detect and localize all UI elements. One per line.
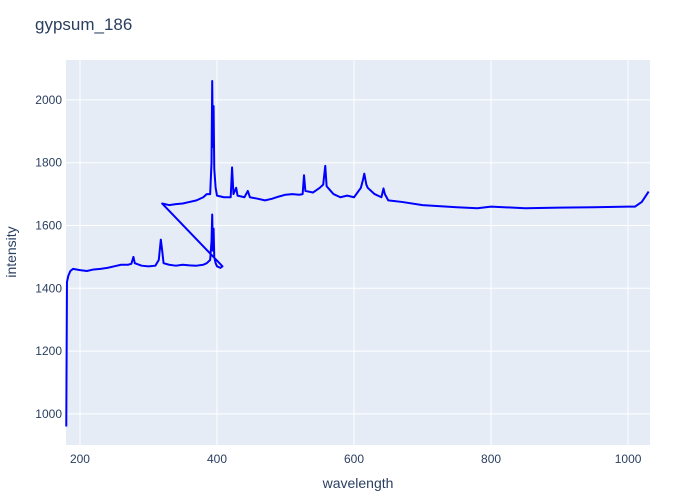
x-tick-label: 800 [481,452,501,466]
x-tick-label: 400 [207,452,227,466]
y-tick-label: 1600 [35,218,62,232]
y-tick-label: 1400 [35,281,62,295]
y-tick-label: 1000 [35,407,62,421]
x-tick-label: 200 [70,452,90,466]
y-tick-label: 1200 [35,344,62,358]
y-axis-title: intensity [3,226,19,277]
x-axis-title: wavelength [322,475,394,491]
chart-title: gypsum_186 [35,15,132,34]
data-line [65,80,650,427]
y-tick-label: 1800 [35,156,62,170]
x-tick-label: 1000 [615,452,642,466]
x-tick-label: 600 [344,452,364,466]
plot-area [66,60,650,445]
y-tick-label: 2000 [35,93,62,107]
